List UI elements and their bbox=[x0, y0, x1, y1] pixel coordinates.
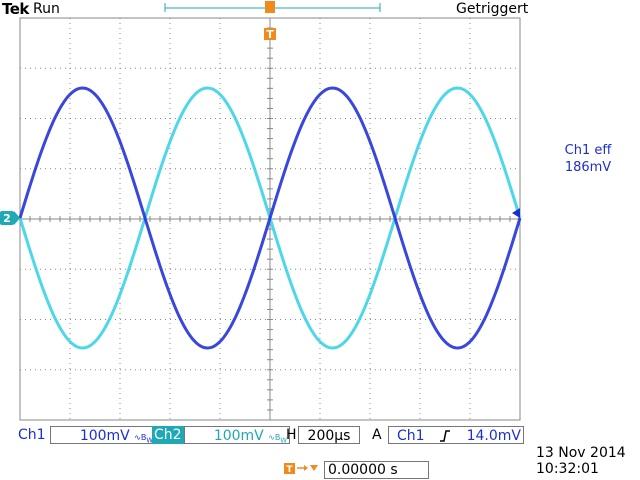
trigger-position-marker[interactable]: T bbox=[264, 28, 276, 41]
trigger-level: 14.0mV bbox=[466, 428, 521, 444]
ch1-label[interactable]: Ch1 bbox=[18, 427, 46, 443]
ch2-scale[interactable]: 100mV ∿BW bbox=[184, 426, 290, 445]
ch2-label[interactable]: Ch2 bbox=[152, 426, 184, 444]
trigger-readout[interactable]: Ch1 14.0mV bbox=[388, 426, 524, 444]
ch2-scale-value: 100mV bbox=[213, 428, 264, 444]
ch1-scale[interactable]: 100mV ∿BW bbox=[50, 426, 156, 445]
trigger-source: Ch1 bbox=[397, 428, 425, 444]
trigger-level-marker[interactable] bbox=[512, 208, 520, 218]
trigger-mode: A bbox=[372, 427, 382, 443]
ch1-scale-value: 100mV bbox=[79, 428, 130, 444]
measurement-label: Ch1 eff bbox=[564, 143, 612, 158]
rising-edge-icon bbox=[440, 430, 450, 442]
timebase-value[interactable]: 200µs bbox=[298, 426, 360, 444]
trigger-status: Getriggert bbox=[456, 1, 529, 17]
bandwidth-limit-icon: ∿BW bbox=[268, 433, 287, 445]
trigger-position-top[interactable] bbox=[265, 1, 275, 13]
measurement-readout: Ch1 eff 186mV bbox=[540, 142, 636, 176]
brand-logo: Tek bbox=[2, 0, 29, 18]
bandwidth-limit-icon: ∿BW bbox=[134, 433, 153, 445]
ch1-waveform bbox=[18, 86, 522, 350]
timebase-label: H bbox=[286, 427, 297, 443]
svg-text:T: T bbox=[286, 465, 293, 475]
horizontal-position-icon: T bbox=[284, 463, 318, 475]
measurement-value: 186mV bbox=[564, 160, 612, 175]
svg-text:T: T bbox=[266, 28, 274, 41]
date: 13 Nov 2014 bbox=[536, 445, 626, 461]
acquisition-state: Run bbox=[33, 1, 60, 17]
horizontal-position-value[interactable]: 0.00000 s bbox=[324, 461, 429, 479]
time: 10:32:01 bbox=[536, 461, 599, 477]
ch2-ground-marker[interactable]: 2 bbox=[0, 211, 20, 225]
svg-text:2: 2 bbox=[3, 212, 11, 225]
datetime: 13 Nov 2014 10:32:01 bbox=[536, 445, 626, 477]
